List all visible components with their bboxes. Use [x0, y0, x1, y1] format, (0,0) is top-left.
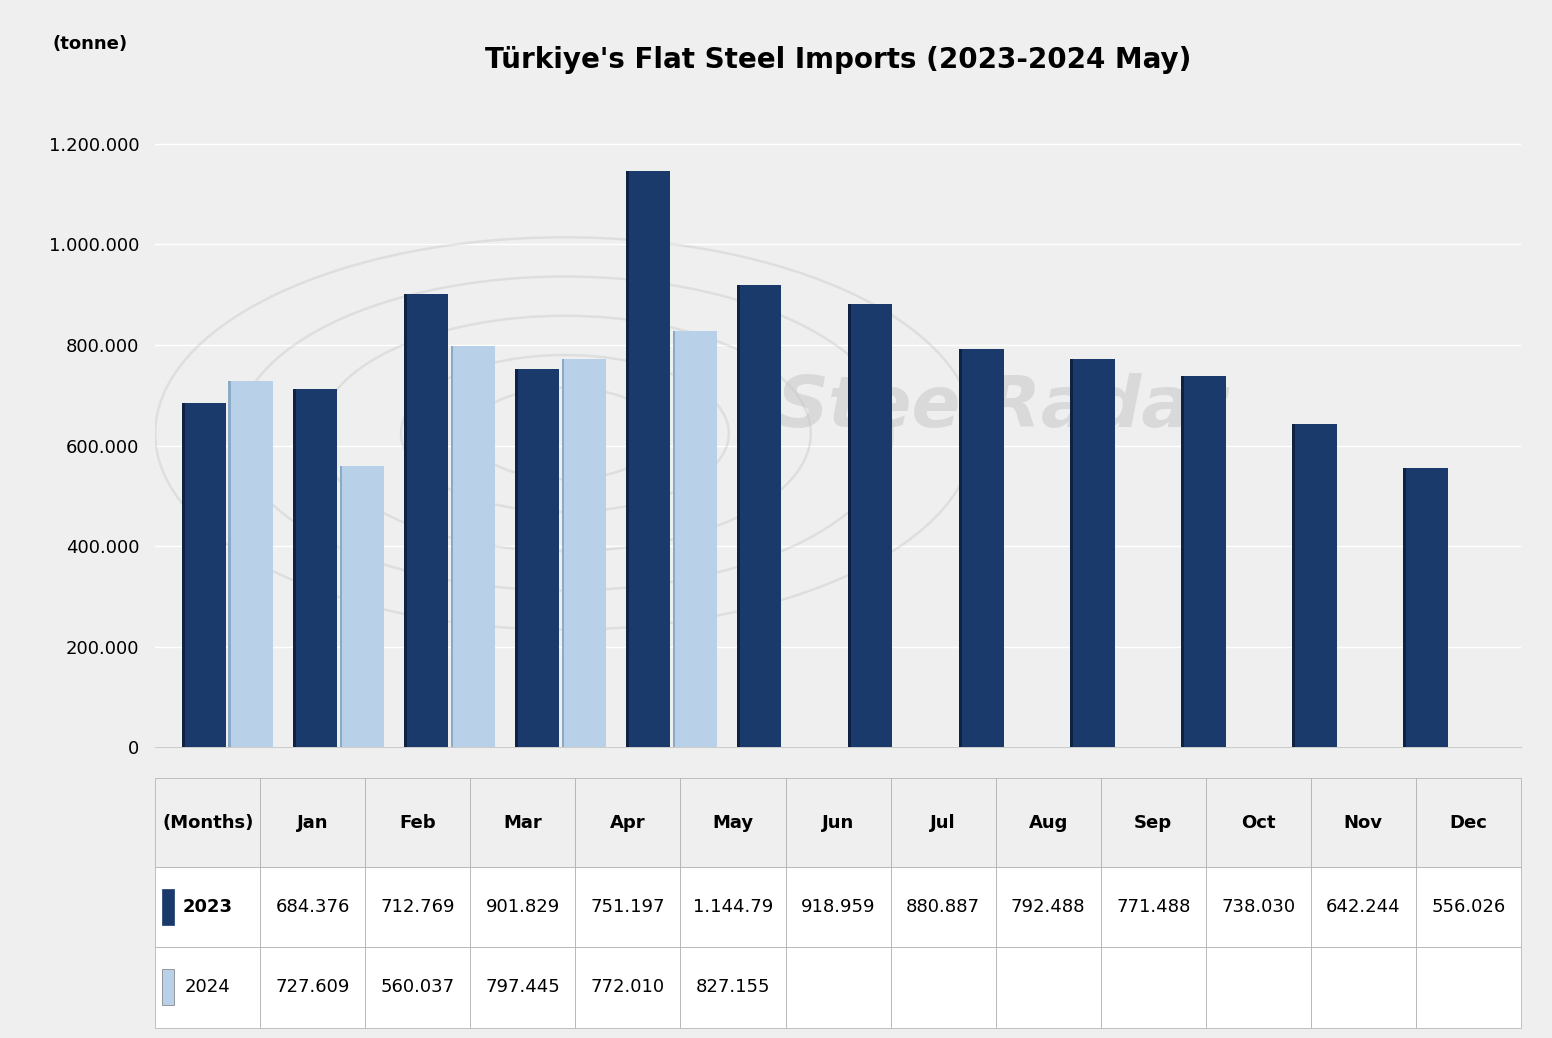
Bar — [737, 285, 782, 747]
Bar — [1071, 359, 1072, 747]
Bar — [672, 331, 717, 747]
Bar — [959, 349, 1004, 747]
Bar — [625, 171, 629, 747]
Bar — [847, 304, 850, 747]
Bar — [293, 389, 337, 747]
Bar — [562, 359, 605, 747]
Bar — [847, 304, 892, 747]
Bar — [1071, 359, 1114, 747]
Bar — [515, 370, 559, 747]
Bar — [562, 359, 565, 747]
Bar — [228, 381, 273, 747]
Bar — [1403, 468, 1448, 747]
Bar — [1293, 425, 1294, 747]
Bar — [1181, 376, 1226, 747]
Bar — [625, 171, 670, 747]
Bar — [515, 370, 518, 747]
Bar — [672, 331, 675, 747]
Bar — [1181, 376, 1184, 747]
Bar — [959, 349, 962, 747]
Bar — [1293, 425, 1336, 747]
Bar — [293, 389, 296, 747]
Bar — [340, 466, 343, 747]
Bar — [182, 403, 227, 747]
Title: Türkiye's Flat Steel Imports (2023-2024 May): Türkiye's Flat Steel Imports (2023-2024 … — [484, 47, 1192, 75]
Bar — [450, 347, 495, 747]
Bar — [228, 381, 231, 747]
Bar — [182, 403, 185, 747]
Text: (tonne): (tonne) — [53, 34, 127, 53]
Bar — [1403, 468, 1406, 747]
Bar — [737, 285, 740, 747]
Text: SteelRadar: SteelRadar — [778, 373, 1226, 442]
Bar — [404, 294, 407, 747]
Bar — [404, 294, 449, 747]
Bar — [450, 347, 453, 747]
Bar — [340, 466, 383, 747]
